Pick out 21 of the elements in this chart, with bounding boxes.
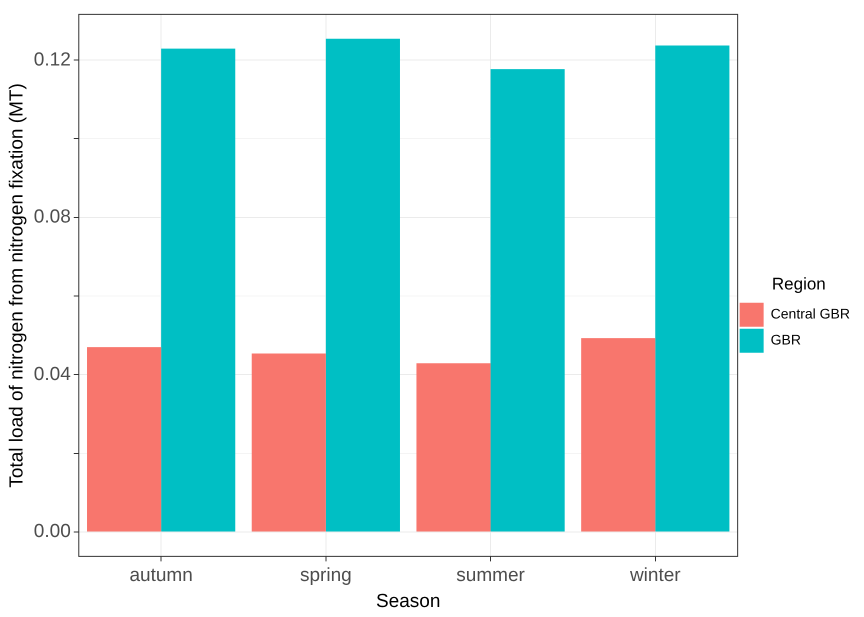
bar bbox=[581, 338, 656, 532]
bar bbox=[326, 38, 400, 532]
y-tick-label: 0.04 bbox=[34, 364, 72, 385]
bar bbox=[416, 363, 491, 532]
x-tick-label: winter bbox=[628, 565, 682, 586]
x-tick-label: summer bbox=[456, 565, 526, 586]
y-tick-label: 0.12 bbox=[34, 49, 71, 70]
bar bbox=[87, 347, 162, 532]
legend-title: Region bbox=[772, 274, 826, 294]
legend-label: Central GBR bbox=[770, 306, 850, 322]
x-tick-label: spring bbox=[300, 565, 352, 586]
bar bbox=[490, 69, 565, 532]
bar bbox=[161, 48, 236, 532]
bar bbox=[252, 353, 326, 532]
text: 0.00 bbox=[34, 521, 71, 542]
legend-label: GBR bbox=[770, 332, 801, 348]
x-tick-label: autumn bbox=[129, 565, 193, 586]
y-axis-title: Total load of nitrogen from nitrogen fixation (MT) bbox=[6, 83, 28, 488]
x-axis-title: Season bbox=[376, 590, 440, 612]
y-tick-label: 0.08 bbox=[34, 206, 71, 228]
bar bbox=[655, 45, 730, 532]
